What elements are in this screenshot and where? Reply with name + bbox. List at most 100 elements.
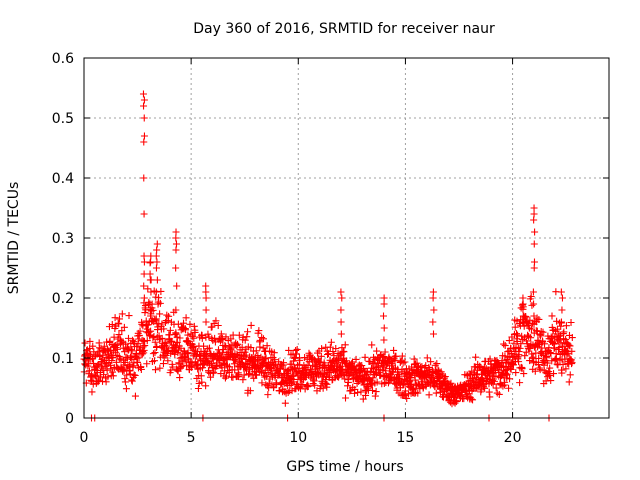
data-point xyxy=(159,360,167,368)
data-point xyxy=(380,336,388,344)
data-point xyxy=(86,337,94,345)
data-point xyxy=(323,380,331,388)
data-point xyxy=(165,312,173,320)
data-point xyxy=(342,394,350,402)
data-point xyxy=(505,384,513,392)
data-point xyxy=(263,342,271,350)
data-point xyxy=(553,325,561,333)
data-point xyxy=(198,378,206,386)
data-point xyxy=(153,276,161,284)
data-point xyxy=(184,331,192,339)
data-point xyxy=(425,391,433,399)
data-point xyxy=(153,258,161,266)
data-point xyxy=(202,306,210,314)
data-point xyxy=(125,312,133,320)
data-point xyxy=(150,357,158,365)
data-point xyxy=(85,367,93,375)
data-point xyxy=(403,394,411,402)
data-point xyxy=(152,264,160,272)
data-point xyxy=(152,315,160,323)
data-point xyxy=(341,375,349,383)
data-point xyxy=(181,356,189,364)
data-point xyxy=(566,371,574,379)
data-point xyxy=(140,174,148,182)
data-point xyxy=(150,332,158,340)
data-point xyxy=(299,381,307,389)
data-point xyxy=(214,321,222,329)
data-point xyxy=(261,373,269,381)
data-point xyxy=(292,346,300,354)
data-point xyxy=(558,306,566,314)
data-point xyxy=(325,350,333,358)
data-point xyxy=(519,294,527,302)
data-point xyxy=(242,351,250,359)
data-point xyxy=(226,345,234,353)
data-point xyxy=(140,294,148,302)
data-point xyxy=(513,337,521,345)
data-point xyxy=(290,375,298,383)
data-point xyxy=(370,359,378,367)
data-point xyxy=(535,355,543,363)
data-point xyxy=(552,354,560,362)
data-point xyxy=(227,335,235,343)
data-point xyxy=(160,325,168,333)
data-point xyxy=(144,285,152,293)
data-point xyxy=(140,102,148,110)
data-point xyxy=(264,368,272,376)
data-point xyxy=(86,351,94,359)
data-point xyxy=(169,363,177,371)
data-point xyxy=(247,321,255,329)
data-point xyxy=(172,330,180,338)
data-point xyxy=(567,319,575,327)
data-point xyxy=(139,90,147,98)
data-point xyxy=(304,382,312,390)
data-point xyxy=(296,356,304,364)
data-point xyxy=(433,360,441,368)
data-points xyxy=(80,90,576,422)
data-point xyxy=(292,350,300,358)
data-point xyxy=(162,351,170,359)
data-point xyxy=(140,132,148,140)
data-point xyxy=(176,334,184,342)
data-point xyxy=(381,348,389,356)
data-point xyxy=(550,370,558,378)
data-point xyxy=(392,352,400,360)
data-point xyxy=(530,264,538,272)
data-point xyxy=(126,370,134,378)
data-point xyxy=(453,397,461,405)
data-point xyxy=(557,318,565,326)
data-point xyxy=(543,347,551,355)
data-point xyxy=(316,358,324,366)
data-point xyxy=(527,325,535,333)
data-point xyxy=(362,391,370,399)
data-point xyxy=(184,349,192,357)
data-point xyxy=(151,366,159,374)
data-point xyxy=(146,270,154,278)
data-point xyxy=(515,348,523,356)
data-point xyxy=(568,334,576,342)
data-point xyxy=(156,310,164,318)
data-point xyxy=(172,246,180,254)
x-tick-label: 0 xyxy=(80,430,89,446)
data-point xyxy=(558,369,566,377)
data-point xyxy=(120,323,128,331)
data-point xyxy=(472,353,480,361)
data-point xyxy=(119,366,127,374)
data-point xyxy=(156,299,164,307)
data-point xyxy=(511,323,519,331)
data-point xyxy=(270,349,278,357)
data-point xyxy=(152,252,160,260)
data-point xyxy=(164,357,172,365)
data-point xyxy=(361,353,369,361)
data-point xyxy=(95,377,103,385)
data-point xyxy=(88,388,96,396)
x-tick-label: 15 xyxy=(397,430,415,446)
data-point xyxy=(467,395,475,403)
data-point xyxy=(202,318,210,326)
data-point xyxy=(103,366,111,374)
data-point xyxy=(380,294,388,302)
data-point xyxy=(507,365,515,373)
data-point xyxy=(176,374,184,382)
data-point xyxy=(340,348,348,356)
